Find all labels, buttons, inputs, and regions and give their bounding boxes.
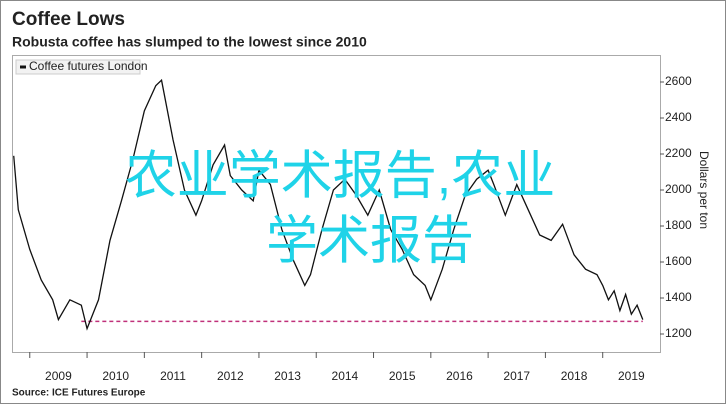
chart-subtitle: Robusta coffee has slumped to the lowest… [12, 34, 367, 50]
x-tick-label: 2017 [503, 369, 530, 383]
source: Source: ICE Futures Europe [12, 388, 146, 399]
x-tick-label: 2010 [102, 369, 129, 383]
y-tick-label: 1800 [665, 218, 692, 232]
x-tick-label: 2019 [618, 369, 645, 383]
watermark: 学术报告 [266, 213, 474, 271]
x-tick-label: 2009 [45, 369, 72, 383]
x-tick-label: 2015 [389, 369, 416, 383]
plot-frame [12, 55, 661, 353]
y-tick-label: 1200 [665, 326, 692, 340]
y-axis-label: Dollars per ton [697, 151, 711, 229]
x-tick-label: 2012 [217, 369, 244, 383]
x-tick-label: 2018 [561, 369, 588, 383]
x-tick-label: 2014 [332, 369, 359, 383]
y-tick-label: 2200 [665, 146, 692, 160]
chart-title: Coffee Lows [12, 9, 125, 30]
legend-box [15, 59, 141, 75]
y-tick-label: 1400 [665, 290, 692, 304]
legend-label: Coffee futures London [29, 59, 148, 73]
y-tick-label: 2000 [665, 182, 692, 196]
x-tick-label: 2016 [446, 369, 473, 383]
y-tick-label: 2600 [665, 74, 692, 88]
x-tick-label: 2011 [160, 369, 186, 383]
y-tick-label: 1600 [665, 254, 692, 268]
watermark: 农业学术报告,农业 [125, 148, 555, 206]
y-tick-label: 2400 [665, 110, 692, 124]
line-series [13, 78, 644, 331]
x-tick-label: 2013 [274, 369, 301, 383]
